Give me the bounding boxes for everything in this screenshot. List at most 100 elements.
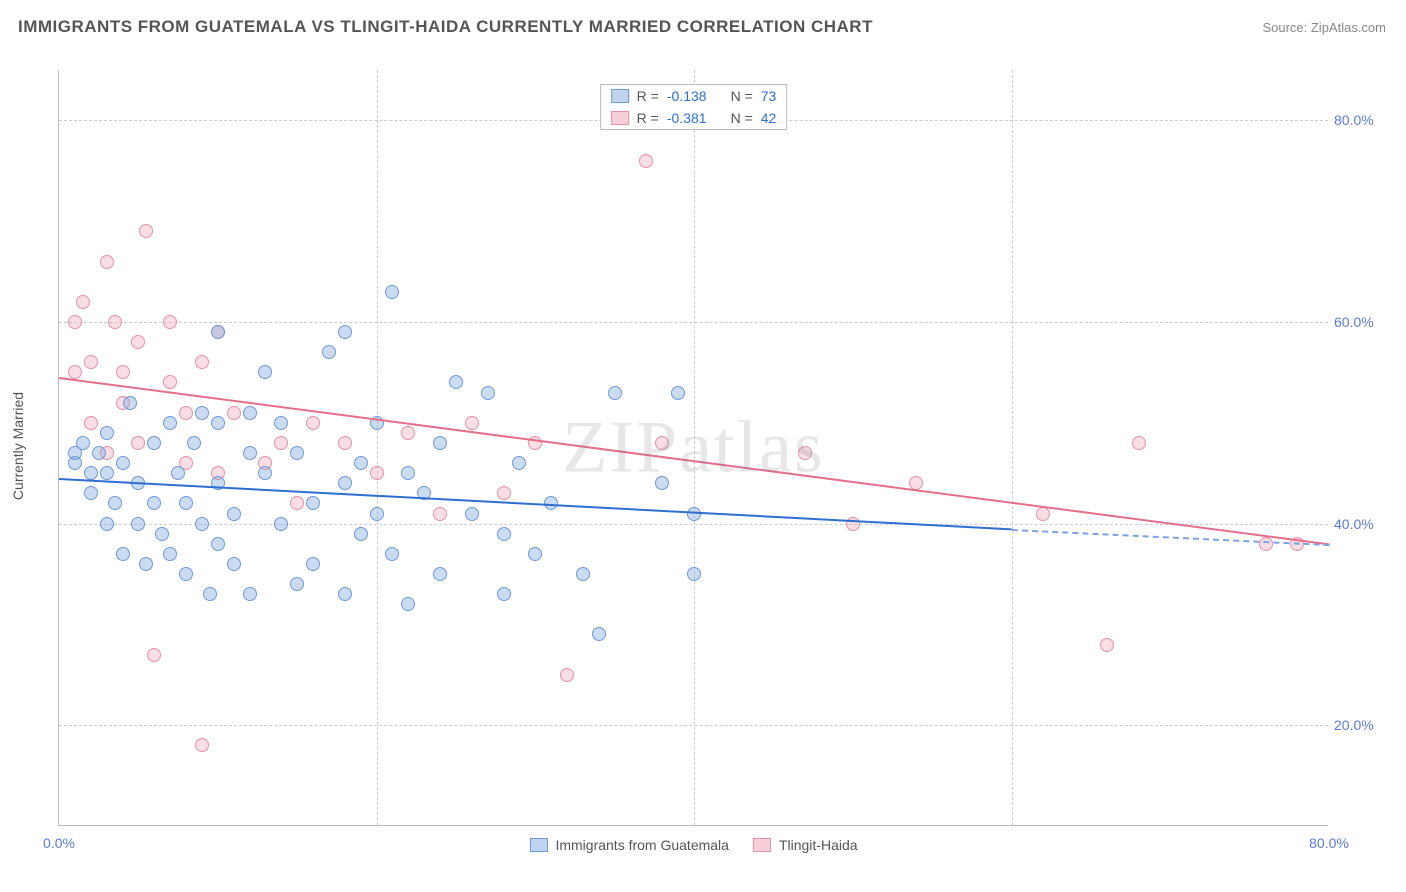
data-point-a bbox=[211, 325, 225, 339]
data-point-a bbox=[655, 476, 669, 490]
data-point-a bbox=[258, 365, 272, 379]
data-point-a bbox=[227, 507, 241, 521]
data-point-a bbox=[274, 517, 288, 531]
data-point-a bbox=[100, 466, 114, 480]
chart-title: IMMIGRANTS FROM GUATEMALA VS TLINGIT-HAI… bbox=[18, 17, 873, 37]
data-point-a bbox=[449, 375, 463, 389]
data-point-a bbox=[465, 507, 479, 521]
r-label-b: R = bbox=[637, 110, 659, 126]
data-point-b bbox=[68, 365, 82, 379]
data-point-b bbox=[798, 446, 812, 460]
y-tick-label: 60.0% bbox=[1334, 314, 1386, 330]
legend-item-a: Immigrants from Guatemala bbox=[529, 837, 729, 853]
data-point-b bbox=[100, 255, 114, 269]
x-tick-label: 0.0% bbox=[43, 835, 75, 851]
data-point-b bbox=[163, 315, 177, 329]
data-point-a bbox=[401, 466, 415, 480]
data-point-a bbox=[243, 587, 257, 601]
data-point-a bbox=[179, 496, 193, 510]
data-point-a bbox=[155, 527, 169, 541]
data-point-b bbox=[401, 426, 415, 440]
x-tick-label: 80.0% bbox=[1309, 835, 1349, 851]
data-point-a bbox=[290, 577, 304, 591]
data-point-b bbox=[1100, 638, 1114, 652]
n-label-b: N = bbox=[731, 110, 753, 126]
data-point-a bbox=[100, 517, 114, 531]
x-gridline bbox=[1012, 70, 1013, 825]
data-point-b bbox=[131, 335, 145, 349]
data-point-a bbox=[338, 325, 352, 339]
data-point-a bbox=[338, 587, 352, 601]
data-point-b bbox=[195, 355, 209, 369]
y-tick-label: 40.0% bbox=[1334, 516, 1386, 532]
data-point-a bbox=[481, 386, 495, 400]
data-point-b bbox=[108, 315, 122, 329]
data-point-a bbox=[258, 466, 272, 480]
data-point-a bbox=[123, 396, 137, 410]
source-label: Source: bbox=[1262, 20, 1310, 35]
y-axis-label: Currently Married bbox=[10, 392, 26, 500]
x-gridline bbox=[694, 70, 695, 825]
legend-item-b: Tlingit-Haida bbox=[753, 837, 858, 853]
data-point-a bbox=[512, 456, 526, 470]
data-point-b bbox=[655, 436, 669, 450]
data-point-a bbox=[211, 416, 225, 430]
stats-row-series-a: R = -0.138 N = 73 bbox=[601, 85, 787, 107]
r-value-a: -0.138 bbox=[667, 88, 707, 104]
data-point-a bbox=[108, 496, 122, 510]
stats-box: R = -0.138 N = 73 R = -0.381 N = 42 bbox=[600, 84, 788, 130]
data-point-a bbox=[528, 547, 542, 561]
data-point-a bbox=[385, 285, 399, 299]
legend: Immigrants from Guatemala Tlingit-Haida bbox=[529, 837, 857, 853]
data-point-a bbox=[338, 476, 352, 490]
data-point-a bbox=[243, 446, 257, 460]
data-point-a bbox=[576, 567, 590, 581]
data-point-a bbox=[497, 527, 511, 541]
y-tick-label: 20.0% bbox=[1334, 717, 1386, 733]
data-point-a bbox=[497, 587, 511, 601]
data-point-a bbox=[139, 557, 153, 571]
data-point-a bbox=[433, 436, 447, 450]
n-value-b: 42 bbox=[761, 110, 777, 126]
data-point-a bbox=[187, 436, 201, 450]
data-point-a bbox=[306, 496, 320, 510]
data-point-b bbox=[76, 295, 90, 309]
data-point-a bbox=[116, 456, 130, 470]
data-point-a bbox=[592, 627, 606, 641]
legend-swatch-a-icon bbox=[529, 838, 547, 852]
data-point-a bbox=[322, 345, 336, 359]
plot-area: ZIPatlas R = -0.138 N = 73 R = -0.381 N … bbox=[58, 70, 1328, 826]
data-point-a bbox=[179, 567, 193, 581]
data-point-a bbox=[290, 446, 304, 460]
data-point-a bbox=[433, 567, 447, 581]
data-point-a bbox=[306, 557, 320, 571]
data-point-b bbox=[274, 436, 288, 450]
data-point-a bbox=[671, 386, 685, 400]
data-point-b bbox=[131, 436, 145, 450]
data-point-a bbox=[92, 446, 106, 460]
data-point-b bbox=[560, 668, 574, 682]
data-point-a bbox=[116, 547, 130, 561]
data-point-b bbox=[227, 406, 241, 420]
data-point-a bbox=[100, 426, 114, 440]
data-point-a bbox=[171, 466, 185, 480]
data-point-a bbox=[84, 486, 98, 500]
data-point-a bbox=[227, 557, 241, 571]
data-point-b bbox=[433, 507, 447, 521]
data-point-a bbox=[211, 537, 225, 551]
data-point-a bbox=[147, 436, 161, 450]
n-label-a: N = bbox=[731, 88, 753, 104]
data-point-a bbox=[385, 547, 399, 561]
data-point-a bbox=[608, 386, 622, 400]
x-gridline bbox=[377, 70, 378, 825]
data-point-a bbox=[274, 416, 288, 430]
data-point-a bbox=[131, 517, 145, 531]
data-point-b bbox=[370, 466, 384, 480]
data-point-b bbox=[179, 406, 193, 420]
r-label-a: R = bbox=[637, 88, 659, 104]
data-point-a bbox=[354, 527, 368, 541]
data-point-a bbox=[147, 496, 161, 510]
data-point-a bbox=[76, 436, 90, 450]
n-value-a: 73 bbox=[761, 88, 777, 104]
data-point-a bbox=[195, 517, 209, 531]
